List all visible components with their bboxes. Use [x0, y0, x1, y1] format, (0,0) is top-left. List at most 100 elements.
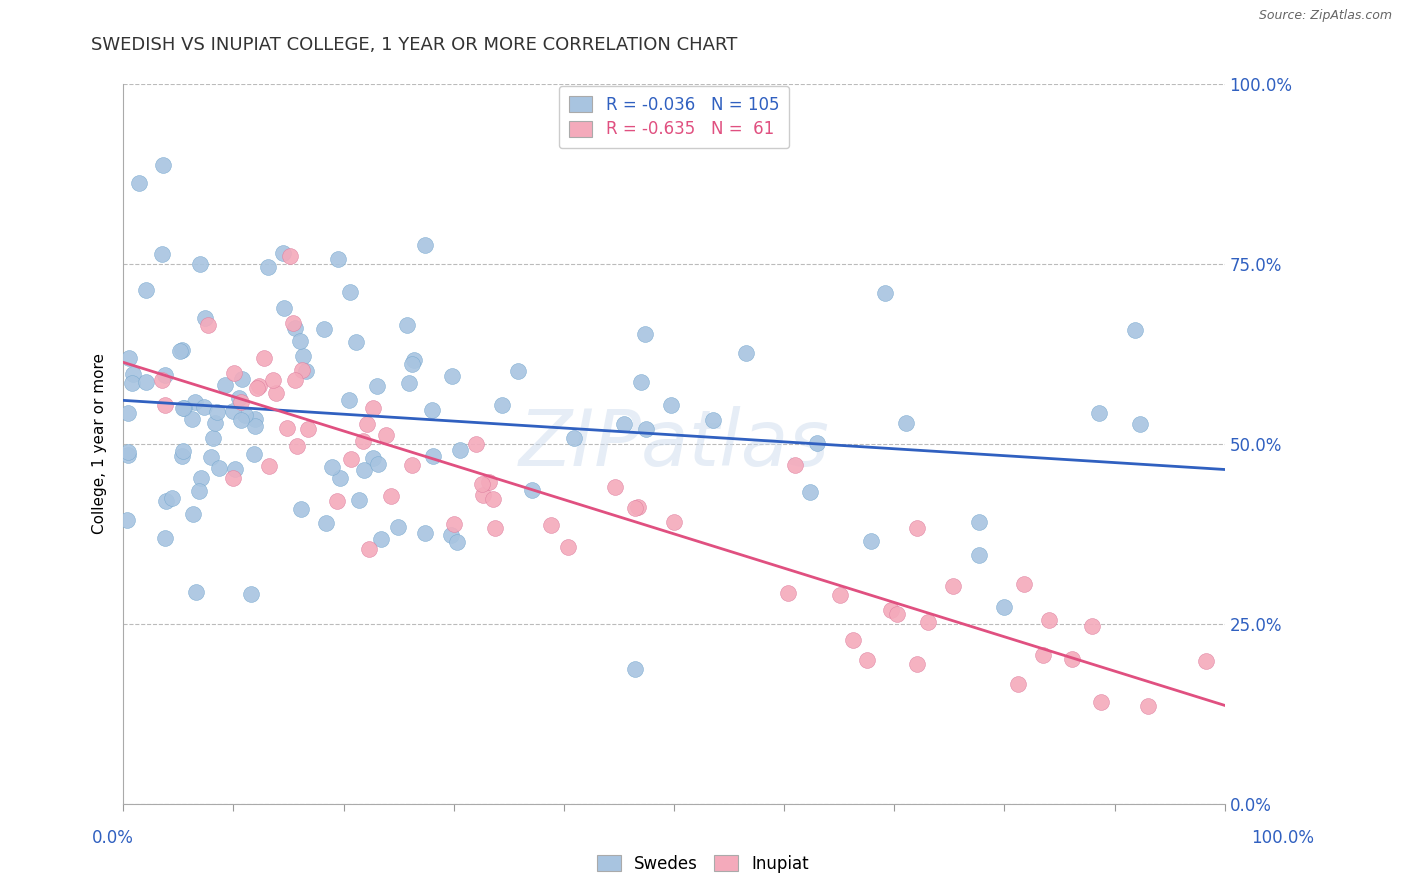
Point	[290, 501, 312, 516]
Point	[172, 401, 194, 416]
Point	[190, 471, 212, 485]
Point	[153, 397, 176, 411]
Point	[344, 334, 367, 349]
Point	[942, 579, 965, 593]
Point	[340, 452, 363, 467]
Point	[471, 477, 494, 491]
Point	[905, 657, 928, 671]
Point	[967, 548, 990, 562]
Point	[491, 398, 513, 412]
Point	[229, 394, 252, 409]
Point	[446, 535, 468, 549]
Point	[285, 439, 308, 453]
Point	[1195, 654, 1218, 668]
Point	[169, 343, 191, 358]
Point	[605, 480, 627, 494]
Point	[387, 520, 409, 534]
Point	[321, 460, 343, 475]
Point	[799, 485, 821, 500]
Point	[830, 588, 852, 602]
Point	[118, 351, 141, 365]
Text: Source: ZipAtlas.com: Source: ZipAtlas.com	[1258, 9, 1392, 22]
Point	[420, 403, 443, 417]
Point	[449, 442, 471, 457]
Point	[229, 413, 252, 427]
Point	[662, 515, 685, 529]
Point	[122, 367, 145, 381]
Point	[1080, 619, 1102, 633]
Point	[193, 401, 215, 415]
Point	[856, 652, 879, 666]
Point	[231, 372, 253, 386]
Point	[1128, 417, 1150, 432]
Point	[440, 369, 463, 384]
Point	[422, 449, 444, 463]
Point	[361, 401, 384, 416]
Point	[785, 458, 807, 472]
Point	[205, 404, 228, 418]
Point	[224, 366, 246, 380]
Point	[150, 247, 173, 261]
Point	[478, 475, 501, 490]
Point	[562, 431, 585, 445]
Point	[315, 516, 337, 531]
Point	[401, 458, 423, 473]
Point	[247, 378, 270, 392]
Point	[357, 541, 380, 556]
Point	[1090, 695, 1112, 709]
Point	[842, 632, 865, 647]
Point	[464, 437, 486, 451]
Point	[353, 463, 375, 477]
Point	[160, 491, 183, 505]
Point	[873, 286, 896, 301]
Point	[117, 448, 139, 462]
Point	[128, 176, 150, 190]
Point	[243, 447, 266, 461]
Point	[735, 346, 758, 360]
Point	[172, 444, 194, 458]
Point	[246, 381, 269, 395]
Point	[630, 375, 652, 389]
Point	[243, 411, 266, 425]
Point	[886, 607, 908, 622]
Point	[860, 534, 883, 549]
Point	[702, 413, 724, 427]
Point	[1038, 614, 1060, 628]
Point	[1007, 677, 1029, 691]
Point	[188, 483, 211, 498]
Point	[894, 416, 917, 430]
Point	[201, 431, 224, 445]
Point	[484, 521, 506, 535]
Point	[349, 492, 371, 507]
Point	[404, 353, 426, 368]
Point	[659, 398, 682, 412]
Point	[271, 246, 294, 260]
Point	[520, 483, 543, 497]
Point	[1012, 577, 1035, 591]
Point	[173, 401, 195, 416]
Point	[413, 525, 436, 540]
Point	[197, 318, 219, 332]
Point	[472, 488, 495, 502]
Point	[506, 364, 529, 378]
Point	[339, 285, 361, 299]
Point	[1136, 699, 1159, 714]
Text: 0.0%: 0.0%	[91, 829, 134, 847]
Point	[150, 373, 173, 387]
Point	[284, 321, 307, 335]
Point	[1088, 406, 1111, 420]
Point	[398, 376, 420, 390]
Point	[361, 450, 384, 465]
Point	[186, 585, 208, 599]
Point	[905, 521, 928, 535]
Point	[366, 379, 388, 393]
Point	[117, 406, 139, 420]
Point	[295, 364, 318, 378]
Point	[326, 494, 349, 508]
Point	[443, 516, 465, 531]
Legend: Swedes, Inupiat: Swedes, Inupiat	[591, 848, 815, 880]
Point	[879, 603, 901, 617]
Point	[352, 434, 374, 448]
Point	[281, 316, 304, 330]
Point	[208, 461, 231, 475]
